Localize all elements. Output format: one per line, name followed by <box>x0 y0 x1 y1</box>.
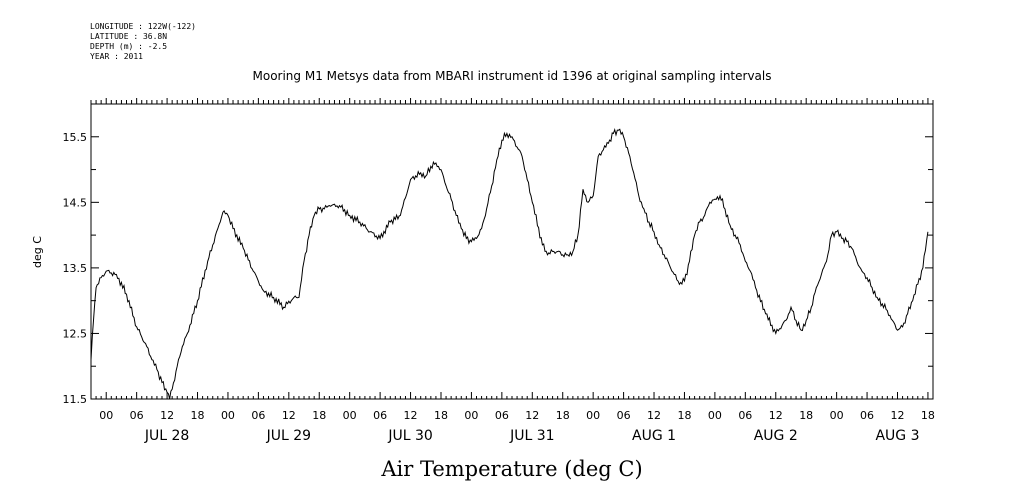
x-axis: 00 06 12 18 00 06 12 18 00 06 12 18 00 06 12 18 00 06 12 18… <box>90 98 935 444</box>
x-tick-label: 18 <box>799 409 813 422</box>
x-axis-title: Air Temperature (deg C) <box>380 457 642 481</box>
day-label: JUL 28 <box>144 428 189 444</box>
x-tick-label: 12 <box>160 409 174 422</box>
series-line-air-temperature <box>90 127 929 400</box>
x-tick-label: 18 <box>921 409 935 422</box>
x-tick-label: 00 <box>464 409 478 422</box>
x-tick-label: 06 <box>251 409 265 422</box>
day-label: AUG 3 <box>875 428 919 444</box>
x-tick-label: 00 <box>221 409 235 422</box>
x-tick-label: 18 <box>434 409 448 422</box>
x-tick-label: 18 <box>191 409 205 422</box>
x-tick-label: 12 <box>404 409 418 422</box>
year-label: YEAR : 2011 <box>90 52 143 61</box>
x-tick-label: 06 <box>495 409 509 422</box>
day-label: AUG 1 <box>632 428 676 444</box>
x-tick-label: 12 <box>890 409 904 422</box>
day-label: AUG 2 <box>754 428 798 444</box>
y-tick-label: 12.5 <box>63 327 88 340</box>
x-tick-label: 12 <box>282 409 296 422</box>
day-label: JUL 31 <box>509 428 554 444</box>
x-tick-label: 18 <box>556 409 570 422</box>
x-tick-label: 12 <box>647 409 661 422</box>
depth-label: DEPTH (m) : -2.5 <box>90 42 167 51</box>
y-tick-label: 14.5 <box>63 196 88 209</box>
x-tick-label: 00 <box>99 409 113 422</box>
chart-title: Mooring M1 Metsys data from MBARI instru… <box>253 69 772 83</box>
x-tick-label: 18 <box>677 409 691 422</box>
y-axis-label: deg C <box>31 236 44 268</box>
longitude-label: LONGITUDE : 122W(-122) <box>90 22 196 31</box>
plot-frame <box>90 103 934 400</box>
x-tick-label: 06 <box>617 409 631 422</box>
y-tick-label: 13.5 <box>63 262 88 275</box>
x-tick-label: 00 <box>830 409 844 422</box>
x-tick-label: 06 <box>373 409 387 422</box>
x-tick-label: 06 <box>130 409 144 422</box>
y-tick-label: 11.5 <box>63 393 88 406</box>
latitude-label: LATITUDE : 36.8N <box>90 32 167 41</box>
x-tick-label: 06 <box>738 409 752 422</box>
y-axis: 11.5 12.5 13.5 14.5 15.5 <box>63 103 933 406</box>
x-tick-label: 00 <box>343 409 357 422</box>
x-tick-label: 06 <box>860 409 874 422</box>
x-tick-label: 00 <box>586 409 600 422</box>
x-tick-label: 12 <box>769 409 783 422</box>
day-label: JUL 29 <box>266 428 311 444</box>
x-tick-label: 12 <box>525 409 539 422</box>
x-tick-label: 00 <box>708 409 722 422</box>
y-tick-label: 15.5 <box>63 131 88 144</box>
day-label: JUL 30 <box>387 428 432 444</box>
x-tick-label: 18 <box>312 409 326 422</box>
